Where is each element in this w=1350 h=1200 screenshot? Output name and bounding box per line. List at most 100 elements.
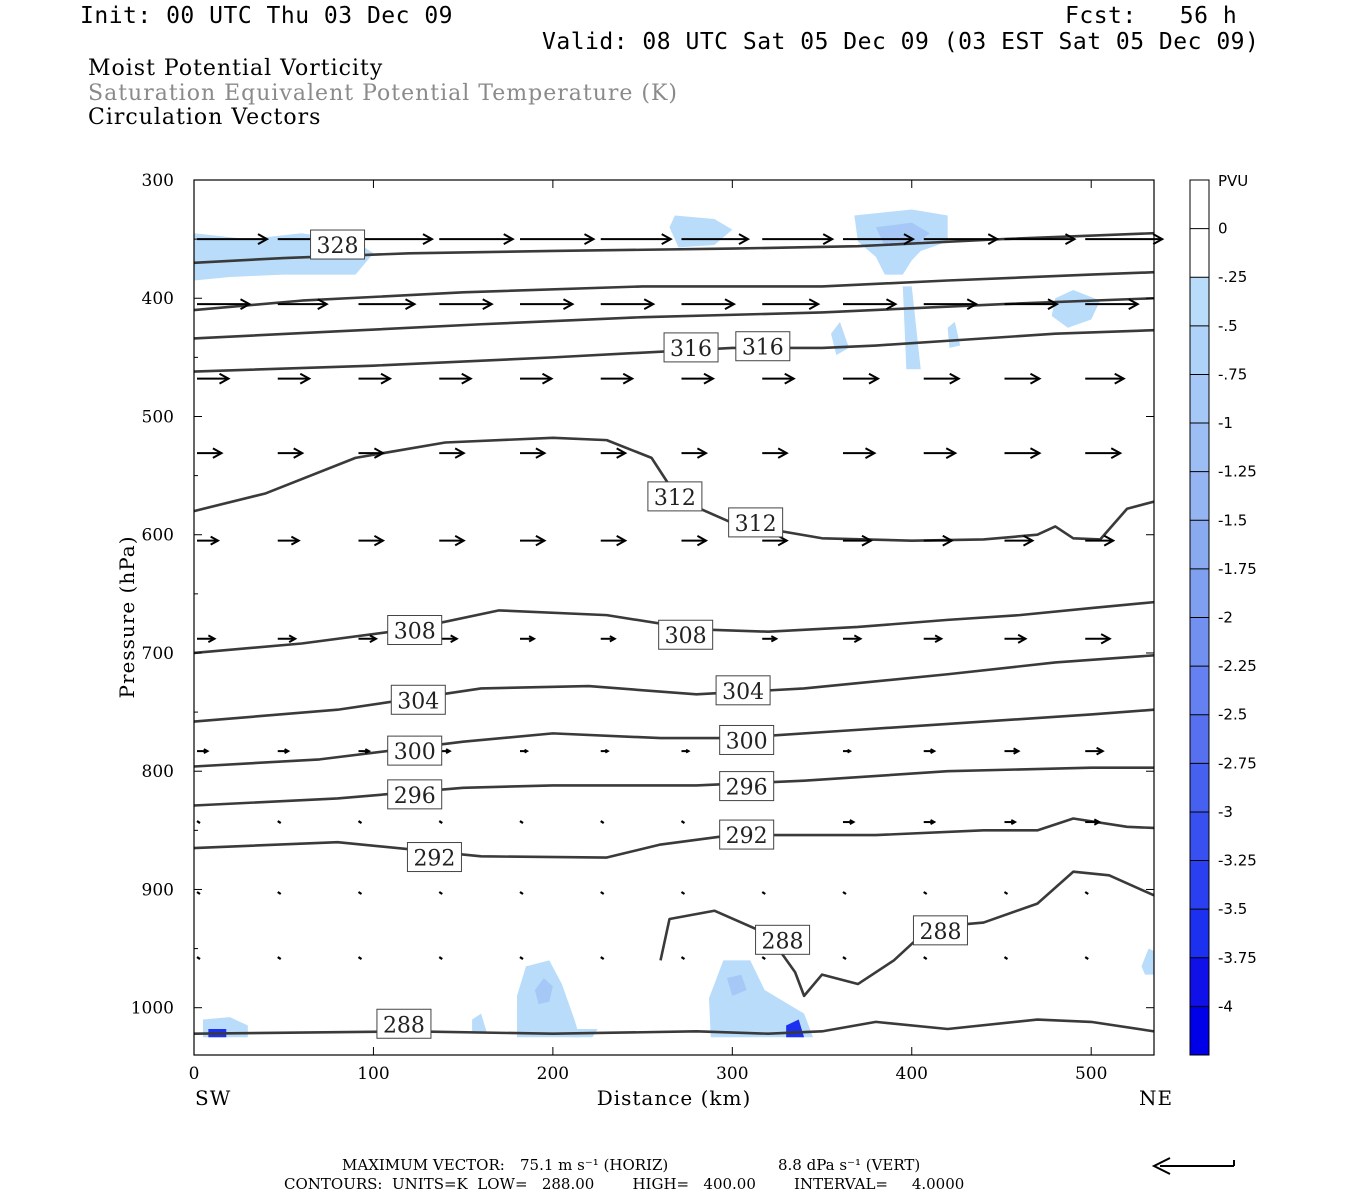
vector-head [1096,746,1105,756]
colorbar-label: -.5 [1218,317,1238,335]
vector-head [1152,233,1165,245]
circulation-vector [681,748,691,754]
circulation-vector [600,298,656,310]
vector-head [696,447,709,459]
contour-label: 296 [719,771,775,802]
contour-label-text: 288 [762,929,804,954]
contour-label-text: 308 [665,624,707,649]
pv-region-4 [902,286,921,370]
contour-label: 288 [755,924,811,955]
colorbar-swatch [1190,909,1209,959]
y-tick-label: 300 [142,171,174,191]
circulation-vector [519,956,524,960]
circulation-vector [680,820,686,824]
vector-shaft [1084,956,1089,960]
circulation-vector [519,820,524,824]
vector-head [847,748,853,754]
vector-head [1047,298,1060,310]
contour-label-text: 316 [670,337,712,362]
title-vectors: Circulation Vectors [88,105,322,130]
contour-label-text: 316 [742,336,784,361]
reference-vector-head [1151,1157,1171,1175]
contour-label-box [715,675,771,706]
theta-contour-0 [193,231,1155,265]
circulation-vector [358,233,435,245]
pv-region-17 [1141,948,1154,975]
vector-head [563,298,575,310]
circulation-vector [1085,633,1112,645]
circulation-vector [277,634,298,644]
vector-head [724,298,737,310]
colorbar-label: -2 [1218,609,1233,627]
colorbar-label: -1.75 [1218,560,1257,578]
circulation-vector [1085,233,1165,245]
vector-head [685,748,691,754]
theta-contour-17 [193,1018,1155,1036]
x-tick-label: 0 [189,1064,200,1084]
circulation-vector [358,535,386,547]
circulation-vector [923,447,958,459]
vector-head [784,372,796,385]
valid-time: Valid: 08 UTC Sat 05 Dec 09 (03 EST Sat … [542,29,1260,55]
circulation-vector [842,891,847,895]
vector-shaft [923,956,928,960]
circulation-vector [762,535,789,547]
circulation-vector [842,447,877,459]
circulation-vector [762,372,796,385]
circulation-vector [600,820,605,824]
circulation-vector [842,298,898,310]
vector-head [1010,819,1018,825]
circulation-vector [519,298,575,310]
colorbar-swatch [1190,520,1209,570]
circulation-vector [519,535,547,547]
vector-head [524,748,530,754]
vector-shaft [196,820,201,824]
circulation-vector [357,956,363,960]
colorbar-swatch [1190,1006,1209,1056]
circulation-vector [519,233,596,245]
circulation-vector [923,298,979,310]
y-tick-label: 1000 [131,999,174,1019]
vector-head [535,447,547,459]
y-tick-label: 900 [142,880,174,900]
circulation-vector [438,891,443,895]
vector-shaft [761,956,766,960]
circulation-vector [438,820,443,824]
pv-region-1 [669,215,733,248]
vector-head [861,534,874,547]
pv-region-11 [726,974,747,996]
vector-shaft [842,956,847,960]
vector-head [868,372,881,385]
vector-head [885,298,898,310]
circulation-vector [681,447,709,459]
colorbar-swatch [1190,374,1209,424]
contour-label: 288 [912,915,968,946]
vector-head [853,634,863,644]
contour-label-box [719,771,775,802]
vector-shaft [438,820,443,824]
circulation-vector [1085,372,1126,385]
x-end-left: SW [195,1086,231,1110]
contour-label-box [755,924,811,955]
circulation-vector [196,820,201,824]
circulation-vector [762,298,821,310]
theta-contour-1 [193,270,1155,312]
y-tick-label: 400 [142,289,174,309]
circulation-vector [923,748,937,755]
circulation-vector [923,372,961,385]
colorbar-swatch [1190,568,1209,618]
vector-shaft [680,956,686,960]
colorbar-swatch [1190,763,1209,813]
vector-head [1017,633,1028,644]
circulation-vector [762,233,835,245]
circulation-vector [842,634,863,644]
vector-head [461,372,473,385]
circulation-vector [519,891,524,895]
contour-label-box [390,684,446,715]
vector-head [1110,447,1123,459]
contour-label: 308 [658,619,714,650]
contour-label: 312 [647,481,703,512]
theta-contour-11 [193,708,1155,768]
vector-head [987,233,1000,245]
circulation-vector [196,891,201,895]
